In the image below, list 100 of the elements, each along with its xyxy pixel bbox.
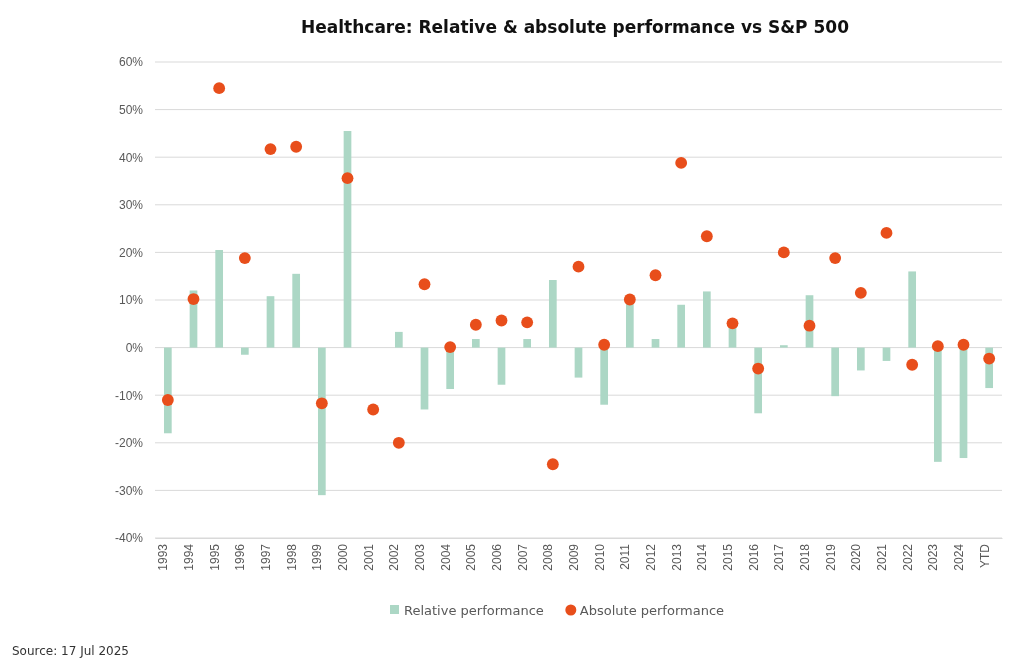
y-tick-label: 20% (118, 245, 144, 260)
point (752, 362, 765, 375)
y-tick-label: -30% (114, 483, 144, 498)
x-tick-label: 2004 (438, 543, 453, 571)
point (777, 246, 790, 259)
bar (702, 291, 711, 348)
x-tick-label: 2011 (618, 543, 633, 570)
bar (292, 273, 301, 348)
bar (831, 347, 840, 397)
legend-label: Absolute performance (579, 602, 725, 618)
point (726, 317, 739, 330)
point (290, 140, 303, 153)
x-tick-label: 1994 (181, 543, 196, 571)
y-tick-label: -20% (114, 436, 144, 451)
bar (420, 347, 429, 410)
point (957, 338, 970, 351)
x-tick-label: 2021 (874, 543, 889, 571)
bar (523, 339, 532, 348)
x-tick-label: 2024 (951, 543, 966, 571)
x-tick-label: 2019 (823, 543, 838, 571)
x-tick-label: 2012 (643, 543, 658, 571)
point (880, 226, 893, 239)
x-tick-label: 2009 (566, 543, 581, 571)
point (598, 338, 611, 351)
x-tick-label: 2003 (412, 543, 427, 571)
bar (240, 347, 249, 355)
point (700, 230, 713, 243)
x-tick-label: 2000 (335, 543, 350, 571)
legend-label: Relative performance (404, 602, 544, 618)
y-tick-label: 40% (118, 150, 144, 165)
point (854, 286, 867, 299)
x-tick-label: 1993 (156, 543, 171, 571)
x-tick-label: 2013 (669, 543, 684, 571)
point (444, 341, 457, 354)
point (906, 358, 919, 371)
x-tick-label: YTD (977, 543, 992, 568)
point (649, 269, 662, 282)
x-tick-label: 2001 (361, 543, 376, 571)
x-tick-label: 1999 (310, 543, 325, 571)
point (392, 436, 405, 449)
point (187, 293, 200, 305)
bar (908, 271, 917, 348)
bar (394, 331, 403, 348)
point (495, 314, 508, 327)
point (572, 260, 585, 273)
point (546, 458, 559, 471)
bar (215, 250, 224, 348)
point (213, 82, 226, 95)
x-tick-label: 1996 (233, 543, 248, 571)
bar (677, 304, 686, 348)
point (238, 252, 251, 265)
bar (779, 345, 788, 348)
bar (856, 347, 865, 371)
chart-title: Healthcare: Relative & absolute performance vs S&P 500 (301, 17, 850, 37)
x-tick-label: 2006 (489, 543, 504, 571)
bar (317, 347, 326, 496)
x-tick-label: 1997 (258, 543, 273, 571)
x-tick-label: 2010 (592, 543, 607, 571)
x-tick-label: 2023 (926, 543, 941, 571)
point (469, 318, 482, 331)
y-tick-label: 60% (118, 55, 144, 70)
bar (651, 339, 660, 348)
x-tick-label: 2018 (797, 543, 812, 571)
y-tick-label: 10% (118, 293, 144, 308)
x-tick-label: 2008 (541, 543, 556, 571)
point (623, 293, 636, 306)
y-tick-label: 30% (118, 198, 144, 213)
point (803, 319, 816, 332)
y-tick-label: 0% (125, 340, 144, 355)
point (829, 252, 842, 265)
bar (497, 347, 506, 385)
point (367, 403, 380, 416)
point (341, 172, 354, 185)
point (931, 340, 944, 353)
bar (548, 280, 557, 348)
bar (471, 339, 480, 348)
point (315, 397, 328, 410)
x-tick-label: 2007 (515, 543, 530, 571)
x-tick-label: 2005 (464, 543, 479, 571)
point (675, 157, 688, 169)
source-note: Source: 17 Jul 2025 (12, 644, 129, 658)
y-tick-label: -10% (114, 388, 144, 403)
x-tick-label: 2020 (849, 543, 864, 571)
x-tick-label: 2002 (387, 543, 402, 571)
x-tick-label: 2014 (695, 543, 710, 571)
point (418, 278, 431, 291)
x-tick-label: 2016 (746, 543, 761, 571)
point (264, 143, 277, 156)
y-tick-label: 50% (118, 102, 144, 117)
x-tick-label: 2017 (772, 543, 787, 571)
point (161, 394, 174, 406)
bar (266, 296, 275, 348)
bar (600, 347, 609, 405)
bar (574, 347, 583, 378)
x-tick-label: 1998 (284, 543, 299, 571)
x-tick-label: 2022 (900, 543, 915, 571)
x-tick-label: 1995 (207, 543, 222, 571)
x-tick-label: 2015 (720, 543, 735, 571)
point (983, 352, 996, 365)
y-tick-label: -40% (114, 531, 144, 546)
